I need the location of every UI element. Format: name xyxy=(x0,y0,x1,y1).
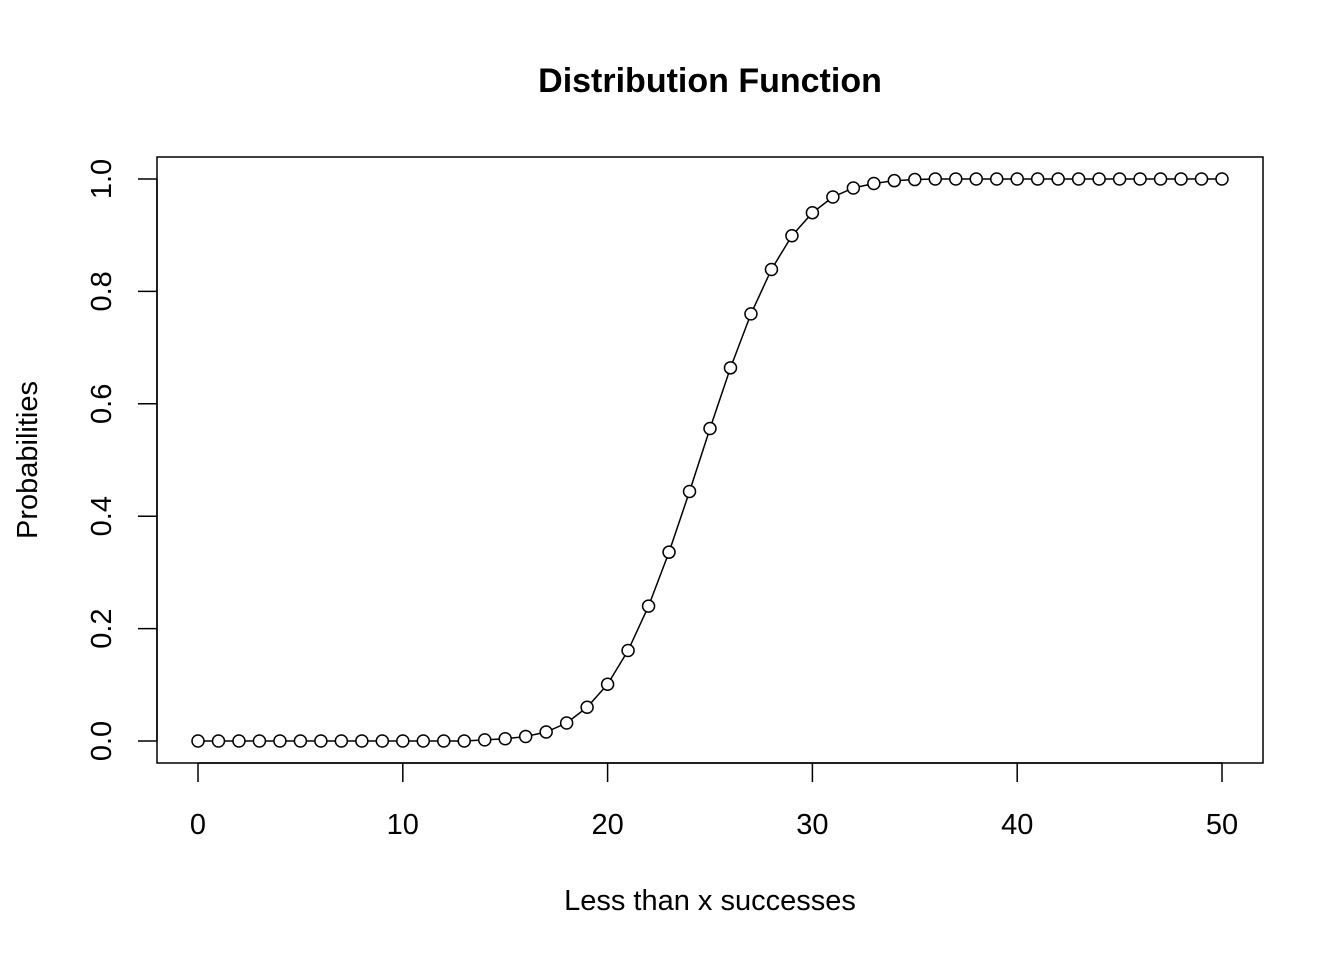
data-point xyxy=(498,732,512,746)
data-point xyxy=(723,361,738,375)
y-tick-label: 0.2 xyxy=(86,608,118,648)
data-point xyxy=(969,172,983,186)
data-point xyxy=(334,734,349,748)
data-point xyxy=(1215,172,1229,186)
data-point xyxy=(518,729,533,744)
data-point xyxy=(744,307,758,321)
data-point xyxy=(355,734,369,748)
data-point xyxy=(928,172,943,186)
data-point xyxy=(682,484,697,499)
data-point xyxy=(641,599,656,613)
data-point xyxy=(273,734,287,748)
data-point xyxy=(416,734,431,748)
data-point xyxy=(887,173,902,188)
data-point xyxy=(1092,172,1106,186)
y-tick-label: 0.0 xyxy=(86,721,118,761)
y-tick-label: 1.0 xyxy=(86,159,118,199)
data-point xyxy=(1030,172,1045,186)
y-tick-label: 0.4 xyxy=(86,496,118,536)
y-axis: 0.0 0.2 0.4 0.6 0.8 1.0 xyxy=(86,159,158,761)
data-point xyxy=(846,181,861,195)
data-point xyxy=(559,716,574,730)
x-tick-label: 50 xyxy=(1206,809,1238,841)
series-line xyxy=(198,178,1222,742)
x-axis-label: Less than x successes xyxy=(564,885,856,917)
data-point xyxy=(826,190,840,204)
data-point xyxy=(457,734,471,748)
data-point xyxy=(867,176,881,191)
x-tick-label: 0 xyxy=(190,809,206,841)
chart-title: Distribution Function xyxy=(538,62,882,100)
plot-frame xyxy=(156,156,1264,764)
data-point xyxy=(662,545,676,559)
x-tick-label: 30 xyxy=(796,809,828,841)
data-point xyxy=(1133,172,1147,186)
data-point xyxy=(1112,172,1127,186)
data-point xyxy=(785,229,799,243)
data-point xyxy=(908,172,922,187)
data-point xyxy=(437,734,451,748)
data-point xyxy=(703,421,717,436)
data-point xyxy=(1071,172,1086,186)
data-point xyxy=(314,734,328,748)
x-tick-label: 10 xyxy=(387,809,419,841)
data-point xyxy=(1010,172,1024,186)
data-point xyxy=(580,700,594,715)
x-tick-label: 40 xyxy=(1001,809,1033,841)
data-point xyxy=(539,725,553,739)
y-tick-label: 0.8 xyxy=(86,271,118,311)
data-point xyxy=(293,734,308,748)
data-point xyxy=(232,734,246,748)
data-point xyxy=(375,734,390,748)
data-point xyxy=(1194,172,1209,186)
data-point xyxy=(1051,172,1065,186)
data-point xyxy=(989,172,1004,186)
x-tick-label: 20 xyxy=(591,809,623,841)
data-point xyxy=(477,733,492,747)
data-point xyxy=(191,734,205,748)
data-point xyxy=(1174,172,1188,186)
y-tick-label: 0.6 xyxy=(86,384,118,424)
y-axis-label: Probabilities xyxy=(12,381,44,539)
x-axis: 0 10 20 30 40 50 xyxy=(190,762,1238,841)
data-point xyxy=(949,172,963,186)
data-point xyxy=(805,205,820,220)
data-point xyxy=(252,734,267,748)
data-points xyxy=(191,172,1229,748)
data-point xyxy=(1153,172,1168,186)
data-point xyxy=(211,734,226,748)
data-point xyxy=(764,262,779,277)
data-point xyxy=(600,677,615,691)
data-point xyxy=(621,643,635,658)
data-point xyxy=(396,734,410,748)
